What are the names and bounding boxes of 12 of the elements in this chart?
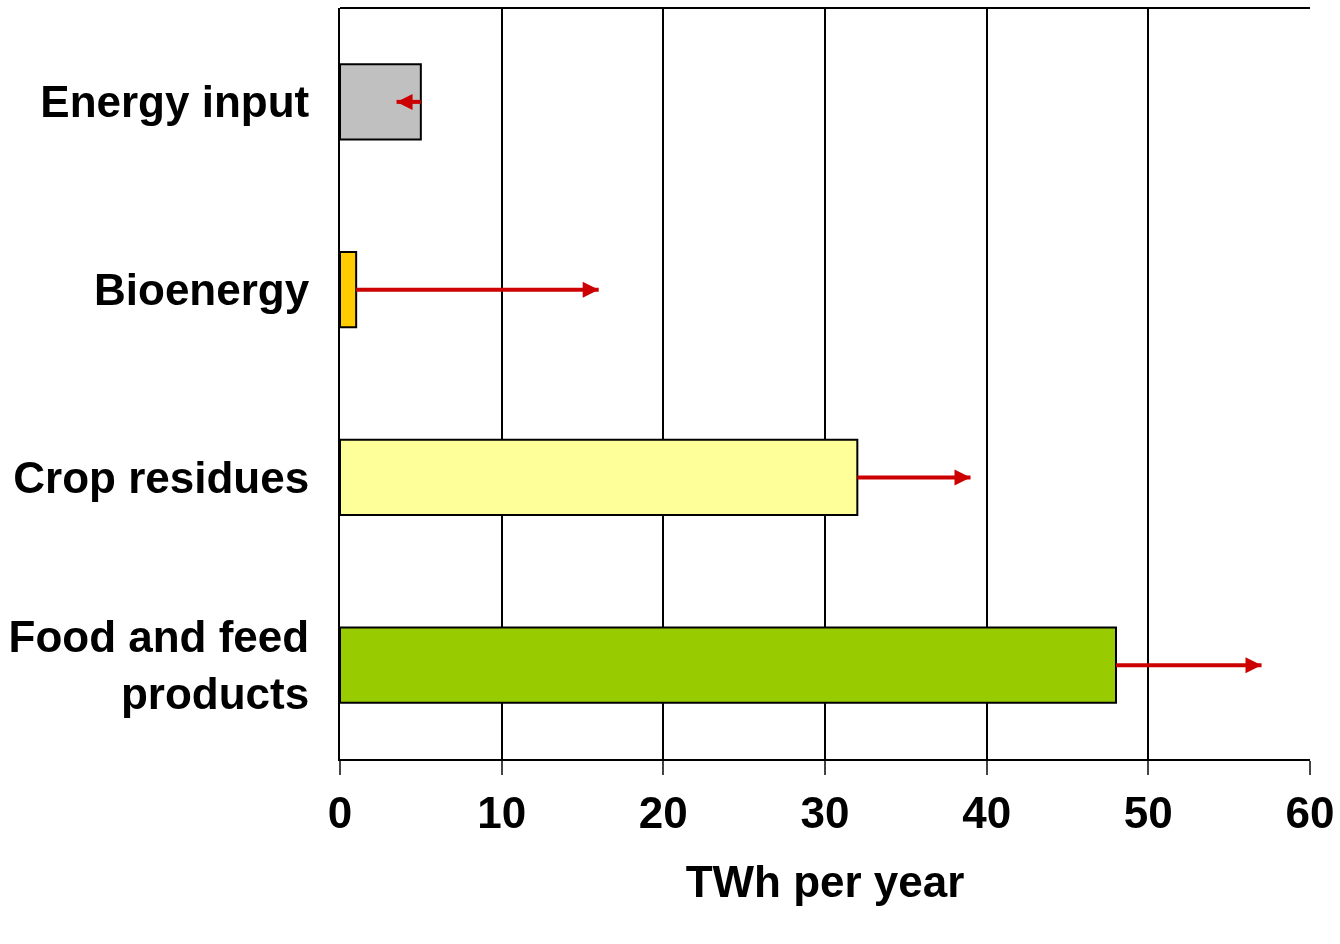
y-tick-label: Energy input: [40, 77, 310, 127]
x-tick-label: 50: [1123, 787, 1173, 837]
x-axis-title: TWh per year: [685, 856, 965, 906]
x-tick-label: 10: [477, 787, 527, 837]
y-tick-label: Bioenergy: [94, 265, 310, 315]
x-tick-label: 60: [1285, 787, 1335, 837]
x-tick-label: 0: [327, 787, 353, 837]
y-tick-label: Crop residues: [13, 452, 310, 502]
y-tick-label: Food and feed products: [8, 611, 310, 719]
x-tick-label: 30: [800, 787, 850, 837]
x-tick-label: 20: [638, 787, 688, 837]
x-tick-label: 40: [962, 787, 1012, 837]
